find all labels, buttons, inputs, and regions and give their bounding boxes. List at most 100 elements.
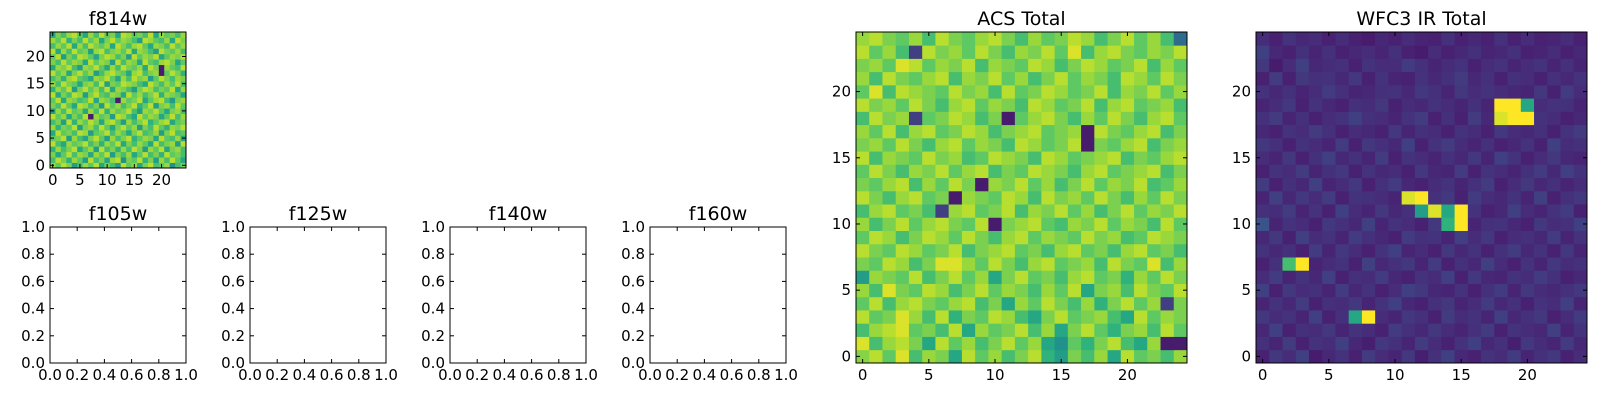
heatmap-cell [1573, 257, 1588, 271]
heatmap-cell [98, 53, 105, 60]
heatmap-cell [175, 59, 181, 66]
heatmap-cell [93, 80, 100, 87]
heatmap-cell [988, 243, 1003, 258]
heatmap-cell [1173, 349, 1188, 364]
heatmap-cell [908, 151, 923, 165]
heatmap-cell [988, 124, 1003, 139]
heatmap-cell [948, 257, 963, 271]
heatmap-cell [856, 296, 870, 311]
heatmap-cell [153, 108, 160, 114]
heatmap-cell [1308, 204, 1323, 218]
heatmap-cell [153, 37, 160, 44]
heatmap-cell [50, 119, 56, 125]
heatmap-cell [1308, 217, 1323, 231]
heatmap-cell [1160, 270, 1175, 284]
heatmap-cell [948, 137, 963, 152]
heatmap-cell [98, 70, 105, 76]
heatmap-cell [126, 42, 132, 49]
heatmap-cell [948, 283, 963, 298]
heatmap-cell [1107, 283, 1122, 298]
heatmap-cell [1160, 111, 1175, 126]
heatmap-cell [988, 98, 1003, 112]
heatmap-cell [1348, 137, 1363, 152]
heatmap-cell [1547, 257, 1561, 271]
axes-frame [249, 226, 387, 364]
heatmap-cell [1441, 124, 1455, 139]
heatmap-cell [1147, 349, 1161, 364]
heatmap-cell [66, 75, 73, 82]
heatmap-cell [908, 58, 923, 73]
heatmap-cell [988, 310, 1003, 324]
heatmap-cell [1428, 98, 1442, 112]
heatmap-cell [71, 70, 78, 76]
heatmap-cell [1028, 164, 1042, 179]
heatmap-cell [164, 37, 171, 44]
heatmap-cell [82, 91, 89, 98]
x-tick-label: 1.0 [574, 366, 598, 384]
heatmap-cell [1573, 45, 1588, 59]
heatmap-cell [1322, 124, 1336, 139]
heatmap-cell [1507, 349, 1522, 364]
heatmap-cell [1028, 111, 1042, 126]
heatmap-cell [153, 64, 160, 71]
heatmap-cell [120, 32, 127, 38]
axes-frame [649, 226, 787, 364]
heatmap-cell [1256, 310, 1270, 324]
heatmap-cell [93, 86, 100, 93]
heatmap-cell [71, 157, 78, 163]
heatmap-cell [935, 323, 950, 337]
heatmap-cell [82, 42, 89, 49]
heatmap-cell [1534, 190, 1548, 205]
heatmap-cell [1147, 283, 1161, 298]
heatmap-cell [1134, 84, 1148, 99]
heatmap-cell [164, 70, 171, 76]
heatmap-cell [66, 59, 73, 66]
heatmap-cell [66, 97, 73, 104]
heatmap-cell [1028, 32, 1042, 46]
heatmap-cell [1269, 111, 1283, 126]
heatmap-cell [1361, 98, 1376, 112]
heatmap-cell [1269, 124, 1283, 139]
heatmap-cell [1147, 111, 1161, 126]
x-tick-label: 0 [858, 366, 868, 384]
heatmap-cell [1081, 137, 1095, 152]
heatmap-cell [50, 59, 56, 66]
heatmap-cell [1348, 84, 1363, 99]
heatmap-cell [1507, 111, 1522, 126]
heatmap-cell [1067, 98, 1082, 112]
heatmap-cell [975, 84, 989, 99]
heatmap-cell [169, 42, 176, 49]
heatmap-cell [1467, 204, 1482, 218]
heatmap-cell [126, 59, 132, 66]
heatmap-cell [935, 336, 950, 351]
heatmap-cell [1348, 230, 1363, 245]
heatmap-cell [1520, 98, 1535, 112]
heatmap-cell [1335, 137, 1350, 152]
heatmap-cell [120, 59, 127, 66]
heatmap-cell [908, 124, 923, 139]
heatmap-cell [137, 86, 143, 93]
y-tick-label: 0.2 [221, 327, 245, 345]
heatmap-cell [1014, 349, 1029, 364]
heatmap-cell [1361, 283, 1376, 298]
heatmap-cell [126, 102, 132, 109]
heatmap-cell [1388, 283, 1403, 298]
heatmap-cell [1081, 204, 1095, 218]
heatmap-cell [1494, 58, 1508, 73]
heatmap-cell [1282, 45, 1297, 59]
x-tick-label: 5 [75, 171, 85, 189]
heatmap-cell [60, 108, 67, 114]
heatmap-cell [948, 71, 963, 86]
x-tick-label: 0.8 [547, 366, 571, 384]
heatmap-cell [1054, 45, 1069, 59]
heatmap-cell [158, 135, 165, 142]
heatmap-cell [922, 336, 936, 351]
heatmap-cell [1160, 71, 1175, 86]
heatmap-cell [88, 108, 94, 114]
heatmap-cell [1041, 243, 1055, 258]
heatmap-cell [1361, 204, 1376, 218]
heatmap-cell [856, 98, 870, 112]
heatmap-cell [115, 37, 122, 44]
heatmap-cell [153, 32, 160, 38]
heatmap-cell [1120, 71, 1135, 86]
